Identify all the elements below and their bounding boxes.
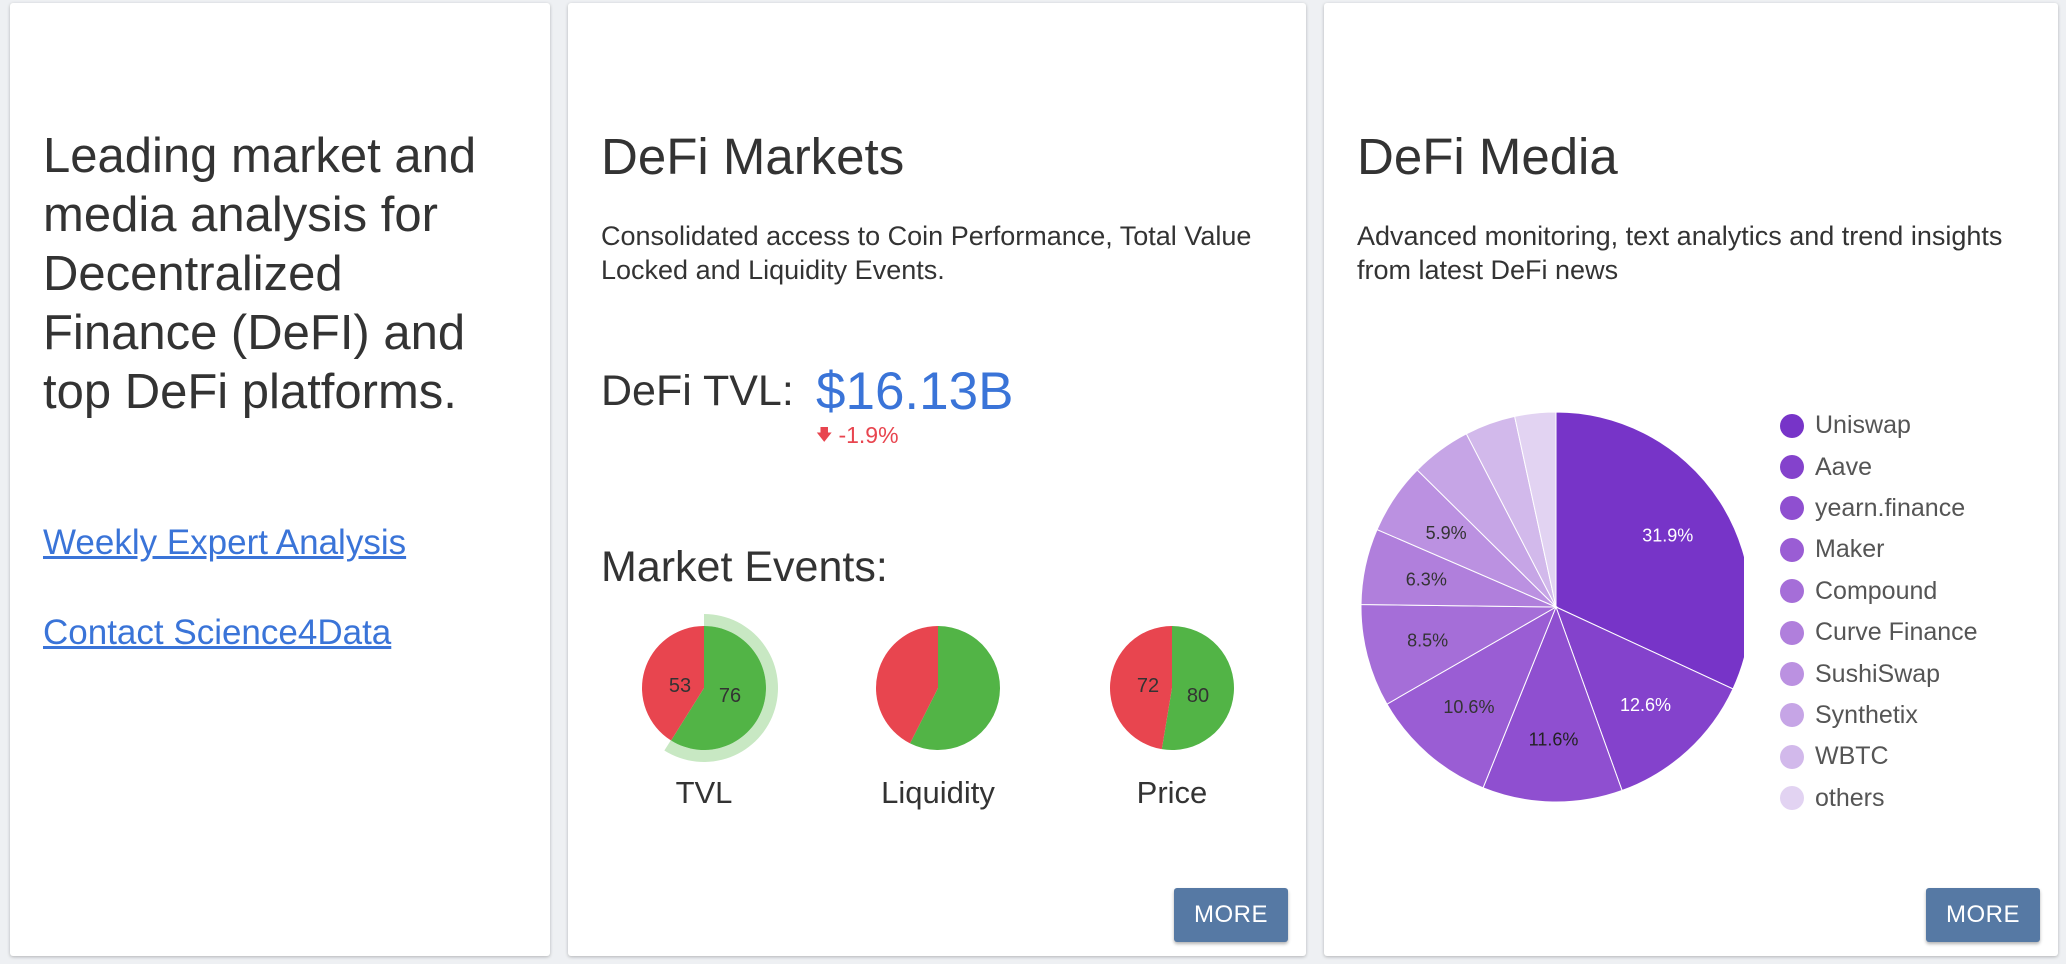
legend-swatch <box>1780 496 1804 521</box>
defi-media-card: DeFi Media Advanced monitoring, text ana… <box>1324 3 2058 956</box>
gauge-positive-value: 76 <box>719 685 741 707</box>
pie-slice-maker <box>1386 605 1558 789</box>
legend-label: Curve Finance <box>1815 618 1978 647</box>
gauge-price: 72 80 <box>1110 626 1234 750</box>
legend-label: others <box>1815 783 1885 812</box>
legend-item[interactable]: Uniswap <box>1780 405 1978 446</box>
defi-markets-card: DeFi Markets Consolidated access to Coin… <box>568 3 1306 956</box>
pie-slice-uniswap <box>1555 411 1744 690</box>
pie-slice-aave <box>1555 606 1734 792</box>
gauge-label-tvl: TVL <box>675 775 733 810</box>
gauge-label-price: Price <box>1136 775 1208 810</box>
legend-swatch <box>1780 744 1804 769</box>
media-more-button[interactable]: MORE <box>1926 888 2040 942</box>
legend-item[interactable]: Compound <box>1780 571 1978 612</box>
legend-label: Compound <box>1815 576 1938 605</box>
markets-title: DeFi Markets <box>601 128 905 185</box>
pie-data-label: 11.6% <box>1529 730 1579 750</box>
legend-swatch <box>1780 703 1804 728</box>
gauge-negative-value: 72 <box>1137 675 1159 697</box>
weekly-expert-analysis-link[interactable]: Weekly Expert Analysis <box>43 523 407 562</box>
contact-science4data-link[interactable]: Contact Science4Data <box>43 613 392 652</box>
gauge-negative-slice <box>642 626 704 741</box>
legend-item[interactable]: Curve Finance <box>1780 612 1978 653</box>
gauge-label-liquidity: Liquidity <box>881 775 995 810</box>
gauge-tvl: 53 76 <box>642 614 778 762</box>
legend-label: Uniswap <box>1815 411 1911 440</box>
legend-item[interactable]: SushiSwap <box>1780 653 1978 694</box>
intro-headline: Leading market and media analysis for De… <box>43 129 477 419</box>
legend-swatch <box>1780 786 1804 811</box>
legend-item[interactable]: Aave <box>1780 446 1978 487</box>
legend-label: SushiSwap <box>1815 659 1941 688</box>
intro-card: Leading market and media analysis for De… <box>10 3 550 956</box>
legend-label: Synthetix <box>1815 700 1918 729</box>
arrow-down-icon: 🡇 <box>816 426 833 444</box>
pie-slice-yearn-finance <box>1482 605 1623 803</box>
legend-swatch <box>1780 537 1804 562</box>
legend-swatch <box>1780 620 1804 645</box>
gauge-negative-slice <box>876 626 938 744</box>
markets-description: Consolidated access to Coin Performance,… <box>601 221 1252 285</box>
legend-swatch <box>1780 662 1804 687</box>
pie-data-label: 31.9% <box>1642 526 1693 546</box>
pie-slice-compound <box>1360 604 1558 705</box>
legend-item[interactable]: Synthetix <box>1780 695 1978 736</box>
pie-data-label: 6.3% <box>1406 569 1447 589</box>
gauge-positive-value: 80 <box>1187 685 1209 707</box>
pie-data-label: 10.6% <box>1443 697 1494 717</box>
legend-item[interactable]: yearn.finance <box>1780 488 1978 529</box>
legend-label: WBTC <box>1815 742 1889 771</box>
legend-swatch <box>1780 579 1804 604</box>
legend-item[interactable]: WBTC <box>1780 736 1978 777</box>
gauge-negative-slice <box>1110 626 1172 750</box>
gauge-outer-ring <box>664 614 778 762</box>
legend-item[interactable]: Maker <box>1780 529 1978 570</box>
gauge-positive-slice <box>1161 626 1234 750</box>
pie-legend: Uniswap Aave yearn.finance Maker Compound Cur… <box>1780 405 1978 819</box>
media-title: DeFi Media <box>1357 128 1618 185</box>
market-events-gauges: 53 76 72 80 <box>642 614 1234 762</box>
tvl-change-value: -1.9% <box>838 422 899 448</box>
tvl-value: $16.13B <box>816 362 1014 421</box>
platform-share-pie-chart: 31.9% 12.6% 11.6% 10.6% 8.5% 6.3% 5.9% <box>1360 411 1744 803</box>
tvl-label: DeFi TVL: <box>601 367 794 415</box>
gauge-positive-slice <box>671 626 766 750</box>
markets-more-button[interactable]: MORE <box>1174 888 1288 942</box>
gauge-liquidity <box>876 626 1001 750</box>
legend-label: Maker <box>1815 535 1885 564</box>
tvl-change: 🡇 -1.9% <box>816 422 899 449</box>
pie-data-label: 5.9% <box>1426 523 1467 543</box>
legend-item[interactable]: others <box>1780 778 1978 819</box>
pie-data-label: 8.5% <box>1407 630 1448 650</box>
media-description: Advanced monitoring, text analytics and … <box>1357 221 2003 285</box>
gauge-positive-slice <box>910 626 1001 750</box>
legend-label: Aave <box>1815 452 1872 481</box>
pie-slice-others <box>1514 411 1557 608</box>
legend-swatch <box>1780 413 1804 438</box>
market-events-title: Market Events: <box>601 543 888 591</box>
legend-label: yearn.finance <box>1815 493 1966 522</box>
pie-data-label: 12.6% <box>1620 695 1671 715</box>
gauge-negative-value: 53 <box>669 675 691 697</box>
legend-swatch <box>1780 455 1804 480</box>
